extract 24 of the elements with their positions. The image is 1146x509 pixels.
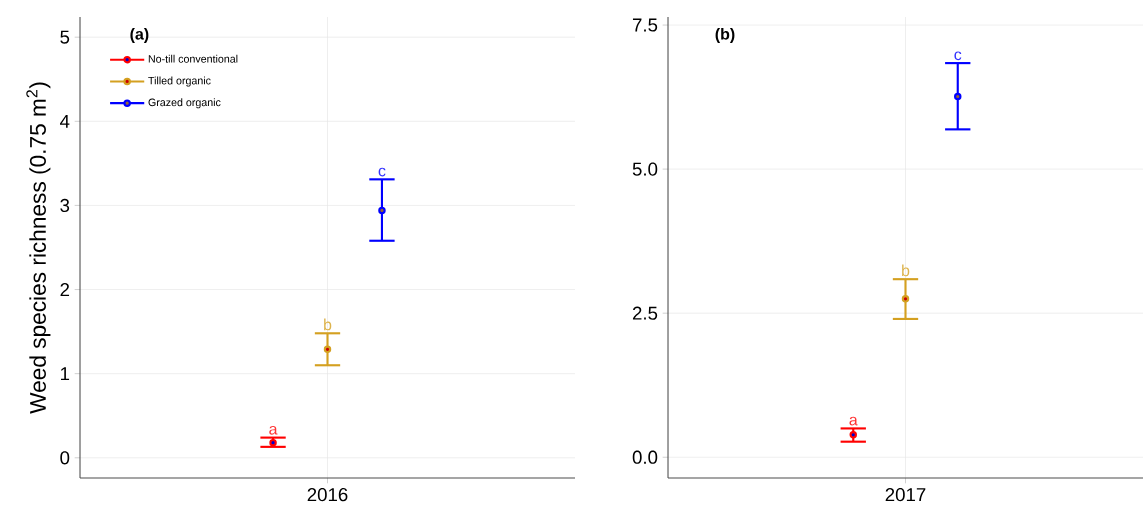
y-tick-label: 0: [60, 451, 70, 465]
y-tick-label: 5: [60, 30, 70, 44]
x-tick-label: 2017: [885, 488, 926, 502]
data-label: c: [954, 51, 962, 61]
y-tick-label: 2.5: [632, 306, 658, 320]
y-tick-label: 1: [61, 367, 70, 381]
data-label: b: [902, 264, 910, 277]
legend-label: Tilled organic: [148, 76, 211, 87]
y-axis-title: Weed species richness (0.75 m$^{2}$): [26, 82, 51, 414]
data-label: a: [849, 416, 858, 426]
legend-label: Grazed organic: [148, 98, 221, 109]
y-tick-label: 5.0: [632, 162, 658, 176]
legend-label: No-till conventional: [148, 54, 238, 63]
y-tick-label: 4: [60, 114, 70, 128]
text: (b): [715, 27, 735, 43]
y-tick-label: 0.0: [632, 450, 658, 464]
text: (a): [130, 27, 149, 43]
data-label: b: [324, 318, 332, 331]
data-label: c: [378, 167, 386, 177]
data-label: a: [269, 425, 278, 435]
y-tick-label: 7.5: [632, 18, 658, 32]
y-tick-label: 2: [60, 283, 70, 297]
y-tick-label: 3: [60, 198, 70, 213]
x-tick-label: 2016: [307, 488, 348, 502]
